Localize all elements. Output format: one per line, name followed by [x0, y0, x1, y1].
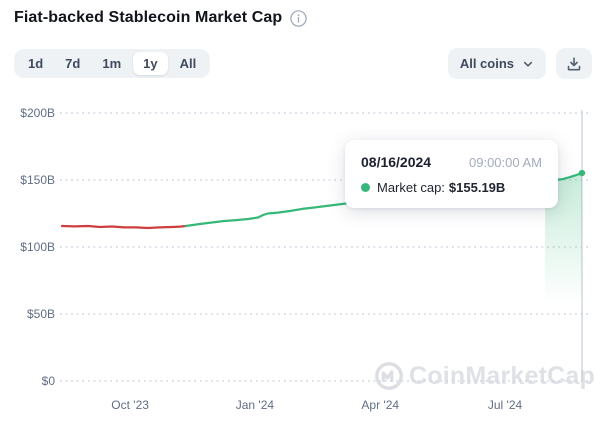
tooltip-date: 08/16/2024: [361, 154, 432, 170]
x-tick-label: Jan '24: [235, 398, 275, 412]
series-dot-icon: [361, 183, 370, 192]
y-tick-label: $200B: [20, 106, 55, 120]
range-button-1y[interactable]: 1y: [133, 52, 168, 75]
tooltip-time: 09:00:00 AM: [469, 155, 542, 170]
download-button[interactable]: [556, 48, 592, 79]
range-button-1d[interactable]: 1d: [18, 52, 53, 75]
tooltip-value: $155.19B: [448, 180, 506, 195]
chevron-down-icon: [523, 61, 533, 67]
y-tick-label: $100B: [20, 240, 55, 254]
coinmarketcap-logo-icon: [375, 362, 403, 390]
chart-controls: 1d 7d 1m 1y All All coins: [14, 48, 592, 79]
tooltip-header: 08/16/2024 09:00:00 AM: [361, 154, 542, 170]
hover-point: [578, 169, 586, 177]
y-tick-label: $150B: [20, 173, 55, 187]
chart-tooltip: 08/16/2024 09:00:00 AM Market cap: $155.…: [345, 140, 558, 208]
all-coins-label: All coins: [459, 56, 514, 71]
x-tick-label: Jul '24: [487, 398, 523, 412]
watermark-text: CoinMarketCap: [409, 362, 595, 390]
y-tick-label: $0: [41, 374, 55, 388]
page-title: Fiat-backed Stablecoin Market Cap: [14, 9, 283, 26]
info-icon[interactable]: [290, 9, 308, 27]
range-button-7d[interactable]: 7d: [55, 52, 90, 75]
right-controls: All coins: [447, 48, 592, 79]
download-icon: [567, 56, 581, 70]
time-range-selector: 1d 7d 1m 1y All: [14, 49, 211, 78]
chart-header: Fiat-backed Stablecoin Market Cap: [14, 9, 308, 27]
range-button-1m[interactable]: 1m: [92, 52, 131, 75]
series-line-red: [60, 224, 187, 230]
all-coins-dropdown[interactable]: All coins: [447, 48, 546, 79]
tooltip-series-label: Market cap:: [377, 180, 445, 195]
tooltip-body: Market cap: $155.19B: [361, 180, 542, 195]
x-tick-label: Apr '24: [361, 398, 400, 412]
x-tick-label: Oct '23: [111, 398, 149, 412]
y-tick-label: $50B: [26, 307, 55, 321]
watermark: CoinMarketCap: [374, 361, 595, 391]
range-button-all[interactable]: All: [170, 52, 207, 75]
